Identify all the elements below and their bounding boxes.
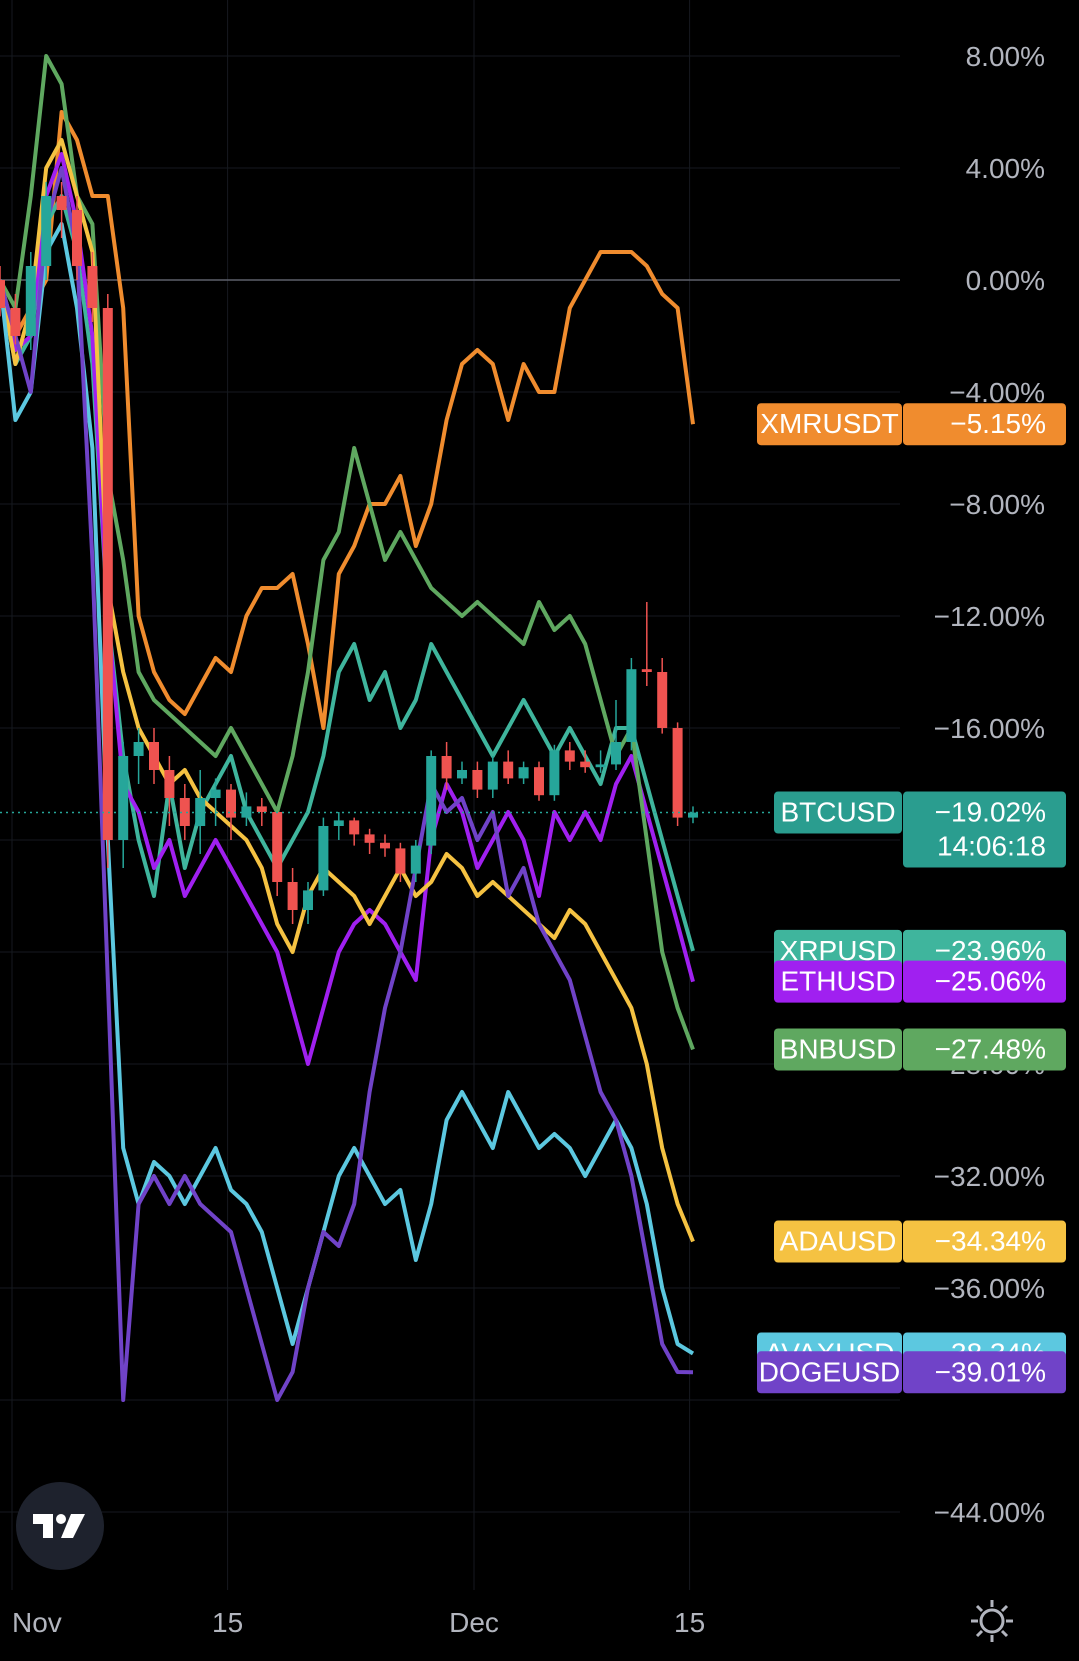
candle-body bbox=[256, 806, 267, 812]
series-line-avaxusd bbox=[0, 222, 695, 1356]
candle-body bbox=[179, 798, 190, 826]
series-name-tag bbox=[774, 1028, 902, 1071]
series-line-ethusd bbox=[0, 152, 695, 1066]
candle-body bbox=[226, 789, 236, 818]
series-value-box bbox=[903, 960, 1066, 1003]
candle-body bbox=[657, 672, 668, 728]
candle-body bbox=[472, 770, 483, 790]
y-axis: 8.00% 4.00% 0.00% −4.00% −8.00% −12.00% −16.00… bbox=[934, 41, 1045, 1528]
candle-body bbox=[195, 798, 206, 826]
series-value-box bbox=[903, 1351, 1066, 1394]
series-value-box bbox=[903, 403, 1066, 446]
series-value-label: −25.06% bbox=[935, 966, 1046, 997]
candle-body bbox=[118, 756, 129, 840]
series-name-tag bbox=[774, 960, 902, 1003]
candle-body bbox=[580, 761, 591, 768]
series-name-label: DOGEUSD bbox=[759, 1356, 901, 1387]
series-name-label: ADAUSD bbox=[780, 1226, 897, 1257]
countdown-label: 14:06:18 bbox=[937, 831, 1046, 862]
candle-body bbox=[611, 742, 621, 765]
x-tick-label: Dec bbox=[449, 1607, 499, 1638]
x-tick-label: 15 bbox=[674, 1607, 705, 1638]
series-value-label: −5.15% bbox=[950, 408, 1046, 439]
candle-body bbox=[503, 761, 514, 779]
series-value-box bbox=[903, 1028, 1066, 1071]
candle-body bbox=[626, 669, 637, 742]
series-value-label: −34.34% bbox=[935, 1226, 1046, 1257]
candle-body bbox=[688, 812, 698, 818]
series-labels: XMRUSDT −5.15%BTCUSD −19.02%14:06:18XRPUSD… bbox=[757, 403, 1066, 1394]
y-tick-label: −8.00% bbox=[949, 489, 1045, 520]
candle-body bbox=[272, 812, 283, 882]
y-tick-label: −4.00% bbox=[949, 377, 1045, 408]
candle-body bbox=[641, 669, 652, 672]
series-name-tag bbox=[757, 403, 902, 446]
candle-body bbox=[287, 882, 298, 910]
candle-body bbox=[41, 196, 52, 266]
series-name-label: BNBUSD bbox=[780, 1033, 897, 1064]
x-axis: Nov 15 Dec 15 bbox=[12, 1607, 705, 1638]
y-tick-label: −36.00% bbox=[934, 1273, 1045, 1304]
candle-body bbox=[672, 728, 683, 818]
series-value-box bbox=[903, 791, 1066, 868]
candle-body bbox=[149, 742, 159, 770]
candle-body bbox=[164, 770, 175, 798]
series-value-box bbox=[903, 1220, 1066, 1263]
candle-body bbox=[395, 848, 406, 874]
y-tick-label: 0.00% bbox=[966, 265, 1045, 296]
x-tick-label: Nov bbox=[12, 1607, 62, 1638]
series-value-label: −39.01% bbox=[935, 1356, 1046, 1387]
y-tick-label: −44.00% bbox=[934, 1497, 1045, 1528]
candle-body bbox=[487, 761, 498, 790]
candle-body bbox=[87, 266, 98, 308]
series-name-tag bbox=[774, 791, 902, 834]
x-tick-label: 15 bbox=[212, 1607, 243, 1638]
series-line-dogeusd bbox=[0, 166, 694, 1402]
candle-body bbox=[441, 756, 452, 779]
candle-body bbox=[210, 789, 221, 798]
tradingview-logo-icon[interactable] bbox=[16, 1482, 104, 1570]
y-tick-label: 8.00% bbox=[966, 41, 1045, 72]
candle-body bbox=[410, 845, 421, 874]
y-tick-label: 4.00% bbox=[966, 153, 1045, 184]
y-tick-label: −12.00% bbox=[934, 601, 1045, 632]
candle-body bbox=[426, 756, 437, 846]
series-name-label: BTCUSD bbox=[780, 797, 895, 828]
series-lines bbox=[0, 54, 695, 1402]
candle-body bbox=[333, 820, 344, 826]
series-name-tag bbox=[757, 1351, 902, 1394]
candle-body bbox=[364, 834, 375, 843]
series-name-tag bbox=[774, 1220, 902, 1263]
gear-icon[interactable] bbox=[967, 1596, 1017, 1646]
candle-body bbox=[457, 770, 467, 779]
y-tick-label: −32.00% bbox=[934, 1161, 1045, 1192]
y-tick-label: −16.00% bbox=[934, 713, 1045, 744]
candle-body bbox=[564, 750, 575, 762]
candle-body bbox=[349, 820, 360, 835]
candle-body bbox=[303, 890, 313, 910]
candle-body bbox=[102, 308, 113, 840]
candle-body bbox=[133, 742, 144, 756]
candle-body bbox=[56, 196, 67, 210]
candle-body bbox=[72, 210, 82, 266]
candle-body bbox=[10, 308, 21, 336]
candle-body bbox=[0, 280, 5, 308]
series-line-bnbusd bbox=[0, 54, 695, 1051]
btc-candles bbox=[0, 182, 698, 924]
series-name-label: XMRUSDT bbox=[760, 408, 898, 439]
candle-body bbox=[380, 842, 390, 849]
candle-body bbox=[25, 266, 36, 336]
candle-body bbox=[549, 750, 560, 796]
candle-body bbox=[518, 767, 529, 779]
series-value-label: −19.02% bbox=[935, 797, 1046, 828]
series-name-label: ETHUSD bbox=[780, 966, 895, 997]
candle-body bbox=[595, 764, 606, 768]
candle-body bbox=[534, 767, 544, 796]
series-line-xmrusdt bbox=[0, 110, 695, 730]
series-value-label: −27.48% bbox=[935, 1033, 1046, 1064]
candle-body bbox=[318, 826, 329, 891]
series-line-adausd bbox=[0, 138, 695, 1243]
